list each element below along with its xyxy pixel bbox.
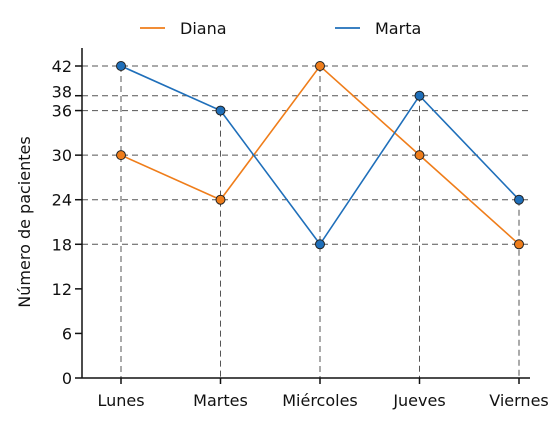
x-tick-label-2: Miércoles	[282, 391, 358, 410]
guide-lines	[82, 65, 530, 378]
y-axis-label: Número de pacientes	[15, 136, 34, 307]
point-0-0	[116, 150, 126, 161]
x-tick-labels: Lunes Martes Miércoles Jueves Viernes	[97, 391, 548, 410]
legend: Diana Marta	[140, 19, 421, 38]
point-0-3	[414, 150, 425, 161]
point-1-4	[514, 194, 524, 205]
y-tick-label-42: 42	[52, 57, 72, 76]
x-tick-label-1: Martes	[193, 391, 248, 410]
series-points	[116, 61, 524, 250]
legend-label-0: Diana	[180, 19, 227, 38]
point-0-1	[215, 194, 226, 205]
y-tick-label-6: 6	[62, 324, 72, 343]
y-tick-label-24: 24	[52, 191, 72, 210]
y-tick-label-18: 18	[52, 235, 72, 254]
point-1-2	[315, 239, 325, 250]
x-tick-label-3: Jueves	[392, 391, 445, 410]
point-0-2	[315, 61, 325, 71]
y-tick-label-38: 38	[52, 83, 72, 102]
point-1-3	[414, 90, 425, 101]
x-tick-label-4: Viernes	[489, 391, 549, 410]
y-tick-label-12: 12	[52, 280, 72, 299]
legend-label-1: Marta	[375, 19, 421, 38]
y-tick-label-30: 30	[52, 146, 72, 165]
y-tick-label-36: 36	[52, 102, 72, 121]
axes	[75, 48, 530, 384]
x-tick-label-0: Lunes	[97, 391, 144, 410]
point-1-1	[215, 105, 226, 116]
y-tick-label-0: 0	[62, 369, 72, 388]
point-1-0	[116, 61, 126, 71]
point-0-4	[514, 239, 524, 250]
